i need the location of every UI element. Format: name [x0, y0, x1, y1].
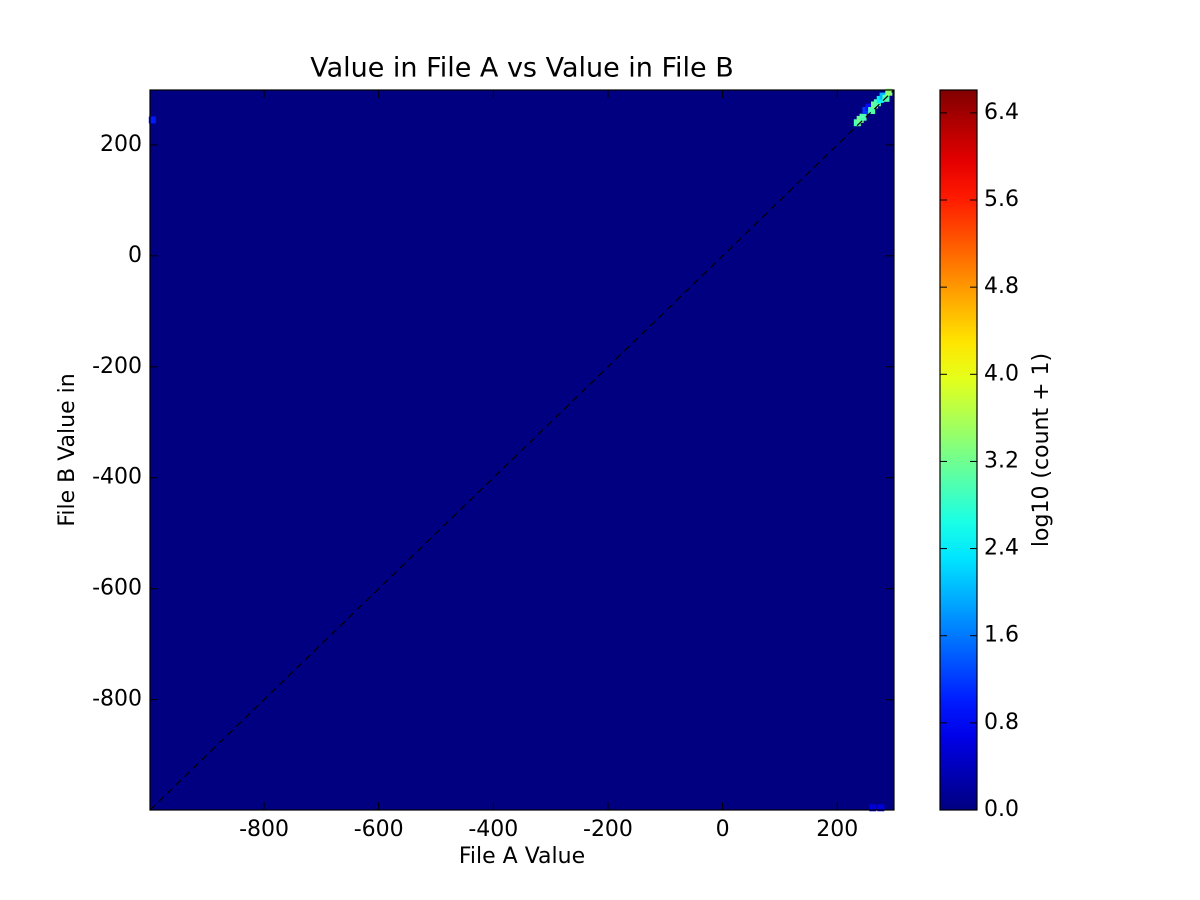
identity-line: [149, 89, 895, 811]
colorbar-tick-label: 4.0: [984, 361, 1019, 386]
colorbar-tick-label: 5.6: [984, 187, 1019, 212]
plot-frame: [149, 89, 895, 811]
y-tick-label: -200: [92, 354, 142, 379]
y-tick-label: 0: [128, 243, 142, 268]
y-tick-label: -600: [92, 576, 142, 601]
heatmap-cell: [877, 804, 885, 812]
x-tick-label: 200: [816, 817, 858, 842]
chart-title: Value in File A vs Value in File B: [310, 53, 734, 84]
x-tick-label: -800: [239, 817, 289, 842]
x-tick-label: -200: [583, 817, 633, 842]
y-axis-label: File B Value in: [55, 373, 80, 526]
colorbar: [939, 89, 978, 811]
x-tick-label: -600: [354, 817, 404, 842]
x-tick-label: -400: [468, 817, 518, 842]
colorbar-tick-label: 6.4: [984, 100, 1019, 125]
x-tick-label: 0: [716, 817, 730, 842]
y-tick-label: 200: [100, 132, 142, 157]
y-tick-label: -400: [92, 465, 142, 490]
colorbar-tick-label: 0.0: [984, 797, 1019, 822]
heatmap-cell: [859, 113, 867, 121]
heatmap-cell: [868, 107, 876, 115]
colorbar-tick-label: 1.6: [984, 623, 1019, 648]
colorbar-tick-label: 3.2: [984, 448, 1019, 473]
colorbar-tick-label: 2.4: [984, 536, 1019, 561]
heatmap-cell: [148, 116, 156, 124]
colorbar-tick-label: 0.8: [984, 710, 1019, 735]
y-tick-label: -800: [92, 687, 142, 712]
x-axis-label: File A Value: [459, 844, 585, 869]
colorbar-tick-label: 4.8: [984, 274, 1019, 299]
heatmap-cell: [885, 88, 893, 96]
colorbar-label: log10 (count + 1): [1029, 353, 1054, 547]
heatmap-cell: [869, 804, 877, 812]
